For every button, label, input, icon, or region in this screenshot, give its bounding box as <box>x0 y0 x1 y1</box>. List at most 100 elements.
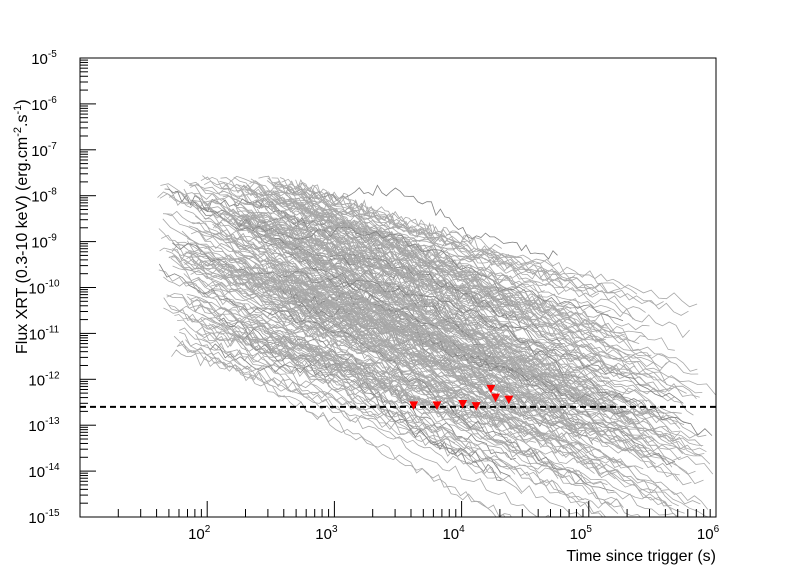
light-curve <box>281 263 702 457</box>
light-curve <box>184 258 682 414</box>
y-tick-label: 10-12 <box>28 370 60 389</box>
upper-limit-point <box>409 401 419 410</box>
upper-limit-point <box>432 401 442 410</box>
light-curve <box>203 180 597 293</box>
light-curve <box>225 262 690 425</box>
light-curve <box>235 207 497 325</box>
light-curve <box>267 297 679 507</box>
light-curve <box>232 330 566 441</box>
light-curve <box>200 323 440 394</box>
light-curve <box>264 235 445 300</box>
light-curve <box>277 316 457 372</box>
light-curve <box>188 225 692 486</box>
y-tick-label: 10-11 <box>29 324 60 343</box>
light-curve <box>191 222 599 410</box>
light-curve <box>265 281 681 440</box>
upper-limit-point <box>471 402 481 411</box>
light-curve <box>276 184 638 295</box>
y-tick-label: 10-5 <box>31 49 57 68</box>
light-curve <box>272 336 678 517</box>
y-tick-label: 10-15 <box>28 508 60 527</box>
light-curve <box>186 238 568 407</box>
light-curve <box>247 222 615 410</box>
light-curve <box>267 177 576 280</box>
light-curve <box>191 199 676 466</box>
light-curve <box>273 184 646 313</box>
x-tick-label: 102 <box>188 524 211 543</box>
x-axis-title: Time since trigger (s) <box>566 548 716 565</box>
light-curve <box>210 283 711 465</box>
light-curve <box>233 204 707 438</box>
light-curve <box>190 300 475 454</box>
upper-limit-point <box>486 384 496 394</box>
y-axis-title-main: Flux XRT (0.3-10 keV) (erg.cm <box>14 137 31 354</box>
upper-limit-point <box>504 395 514 405</box>
light-curve <box>158 263 615 492</box>
light-curve <box>159 193 618 406</box>
upper-limit-point <box>458 399 468 409</box>
y-tick-label: 10-9 <box>31 233 57 252</box>
light-curve <box>176 241 685 514</box>
light-curve <box>244 191 610 337</box>
light-curve <box>304 293 709 510</box>
x-tick-label: 106 <box>697 524 720 543</box>
light-curve <box>189 296 630 468</box>
light-curve <box>218 317 517 460</box>
light-curve <box>294 251 702 447</box>
light-curve <box>227 240 679 482</box>
light-curve <box>285 252 713 436</box>
y-tick-label: 10-14 <box>28 462 60 481</box>
light-curve <box>232 216 624 322</box>
light-curve <box>226 306 591 404</box>
light-curve <box>158 228 478 405</box>
light-curve <box>200 318 579 432</box>
y-axis-ticks <box>80 59 96 518</box>
x-tick-label: 105 <box>570 524 593 543</box>
light-curve <box>186 293 604 517</box>
x-axis-tick-labels: 102 103 104 105 106 <box>188 524 719 543</box>
y-axis-title-exp1: -2 <box>12 127 24 137</box>
light-curve <box>266 260 667 372</box>
light-curve <box>165 210 502 342</box>
light-curve <box>298 256 517 341</box>
upper-limit-markers <box>409 384 514 411</box>
light-curve <box>202 175 498 304</box>
light-curve <box>305 211 694 416</box>
light-curve <box>195 334 551 517</box>
light-curve <box>222 215 584 332</box>
light-curve <box>281 178 690 339</box>
light-curve <box>176 340 502 475</box>
y-axis-title-mid: .s <box>14 115 31 127</box>
light-curve <box>299 271 680 478</box>
light-curve <box>233 176 606 341</box>
light-curve <box>240 214 541 324</box>
light-curve <box>179 327 496 476</box>
x-tick-label: 103 <box>315 524 338 543</box>
afterglow-curves <box>157 175 716 517</box>
light-curve <box>266 180 609 340</box>
light-curve <box>277 279 697 400</box>
light-curve <box>177 343 523 495</box>
light-curve <box>250 275 470 355</box>
x-tick-label: 104 <box>442 524 465 543</box>
light-curve <box>168 255 487 369</box>
y-axis-title-exp2: -1 <box>12 105 24 115</box>
y-tick-label: 10-10 <box>28 279 60 298</box>
upper-limit-point <box>491 393 501 403</box>
y-axis-tick-labels: 10-15 10-14 10-13 10-12 10-11 10-10 10-9 10-8 10… <box>28 49 60 527</box>
light-curve <box>185 339 512 517</box>
y-axis-title-end: ) <box>14 99 31 104</box>
light-curve <box>157 191 520 303</box>
light-curve <box>284 335 652 517</box>
light-curve <box>179 331 516 475</box>
light-curve <box>196 332 644 470</box>
light-curve <box>190 183 657 365</box>
y-tick-label: 10-7 <box>31 141 57 160</box>
light-curve <box>281 280 571 374</box>
light-curve <box>163 276 488 417</box>
light-curve <box>207 263 425 353</box>
y-tick-label: 10-13 <box>28 416 60 435</box>
y-tick-label: 10-8 <box>31 187 57 206</box>
light-curve <box>263 331 584 501</box>
